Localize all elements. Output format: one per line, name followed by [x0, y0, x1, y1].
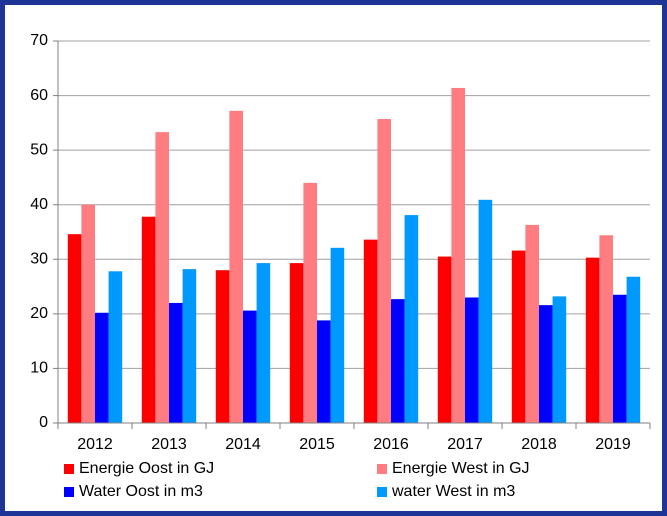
bar — [256, 263, 271, 423]
y-tick-label: 50 — [30, 141, 48, 158]
bar — [363, 239, 378, 423]
y-tick-label: 70 — [30, 32, 48, 49]
bar — [511, 250, 526, 423]
bar — [169, 302, 183, 423]
y-tick-label: 20 — [30, 305, 48, 322]
legend-swatch — [64, 487, 74, 497]
y-tick-label: 10 — [30, 360, 48, 377]
x-tick-label: 2013 — [151, 436, 187, 453]
legend-swatch — [377, 464, 387, 474]
y-tick-label: 0 — [39, 414, 48, 431]
x-tick-label: 2018 — [521, 436, 557, 453]
legend-label: Water Oost in m3 — [79, 483, 203, 500]
bar — [155, 132, 169, 424]
bar — [626, 276, 641, 423]
legend-label: Energie West in GJ — [392, 460, 530, 477]
bar — [552, 296, 567, 423]
x-tick-label: 2016 — [373, 436, 409, 453]
bar — [108, 271, 123, 423]
bar — [95, 312, 109, 423]
bar — [182, 269, 197, 423]
bar — [613, 294, 627, 423]
bar — [525, 224, 539, 423]
bar — [229, 110, 243, 423]
bar — [67, 234, 82, 423]
legend-swatch — [377, 487, 387, 497]
x-tick-label: 2014 — [225, 436, 261, 453]
bar — [243, 310, 257, 423]
bar — [585, 257, 600, 423]
legend-swatch — [64, 464, 74, 474]
bar — [215, 270, 230, 423]
legend-label: Energie Oost in GJ — [79, 460, 214, 477]
bar — [478, 199, 493, 423]
bar — [599, 235, 613, 423]
bar — [451, 87, 465, 423]
x-tick-label: 2015 — [299, 436, 335, 453]
bar — [81, 204, 95, 423]
x-tick-label: 2019 — [595, 436, 631, 453]
bar — [330, 247, 345, 423]
bar — [377, 119, 391, 423]
bar — [289, 263, 304, 423]
bar — [465, 297, 479, 423]
bar — [391, 299, 405, 423]
x-tick-label: 2017 — [447, 436, 483, 453]
legend-label: water West in m3 — [391, 483, 515, 500]
y-tick-label: 60 — [30, 87, 48, 104]
y-tick-label: 40 — [30, 196, 48, 213]
bar — [404, 215, 419, 423]
bar — [303, 182, 317, 423]
y-tick-label: 30 — [30, 251, 48, 268]
bar — [539, 305, 553, 423]
bar — [437, 256, 452, 423]
bar — [317, 320, 331, 423]
bar — [141, 216, 156, 423]
x-tick-label: 2012 — [77, 436, 113, 453]
